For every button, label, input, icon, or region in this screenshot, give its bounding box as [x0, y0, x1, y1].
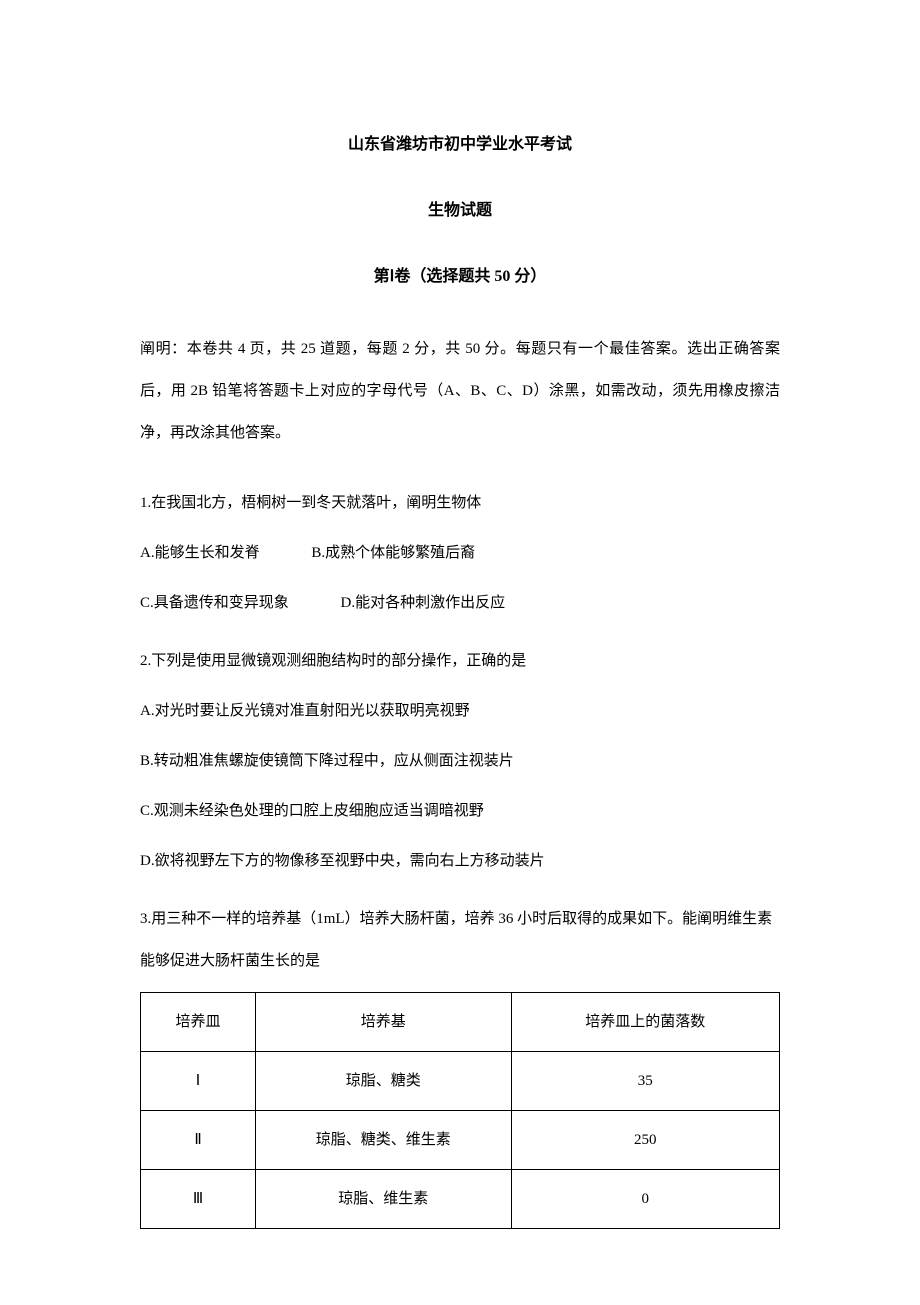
- table-header-2: 培养基: [256, 993, 512, 1052]
- option-1a: A.能够生长和发脊: [140, 532, 260, 574]
- option-2b: B.转动粗准焦螺旋使镜筒下降过程中，应从侧面注视装片: [140, 740, 780, 782]
- instructions-text: 阐明：本卷共 4 页，共 25 道题，每题 2 分，共 50 分。每题只有一个最…: [140, 328, 780, 454]
- question-3-text: 3.用三种不一样的培养基（1mL）培养大肠杆菌，培养 36 小时后取得的成果如下…: [140, 898, 780, 982]
- table-cell-3-1: Ⅲ: [141, 1170, 256, 1229]
- question-2: 2.下列是使用显微镜观测细胞结构时的部分操作，正确的是 A.对光时要让反光镜对准…: [140, 640, 780, 882]
- table-row-2: Ⅱ 琼脂、糖类、维生素 250: [141, 1111, 780, 1170]
- table-cell-2-3: 250: [511, 1111, 779, 1170]
- question-2-text: 2.下列是使用显微镜观测细胞结构时的部分操作，正确的是: [140, 640, 780, 682]
- question-1: 1.在我国北方，梧桐树一到冬天就落叶，阐明生物体 A.能够生长和发脊 B.成熟个…: [140, 482, 780, 624]
- question-3: 3.用三种不一样的培养基（1mL）培养大肠杆菌，培养 36 小时后取得的成果如下…: [140, 898, 780, 1229]
- option-2c: C.观测未经染色处理的口腔上皮细胞应适当调暗视野: [140, 790, 780, 832]
- exam-title-sub: 生物试题: [140, 196, 780, 220]
- table-cell-2-2: 琼脂、糖类、维生素: [256, 1111, 512, 1170]
- option-1d: D.能对各种刺激作出反应: [341, 582, 506, 624]
- question-3-table: 培养皿 培养基 培养皿上的菌落数 Ⅰ 琼脂、糖类 35 Ⅱ 琼脂、糖类、维生素 …: [140, 992, 780, 1229]
- table-header-row: 培养皿 培养基 培养皿上的菌落数: [141, 993, 780, 1052]
- table-cell-2-1: Ⅱ: [141, 1111, 256, 1170]
- option-2d: D.欲将视野左下方的物像移至视野中央，需向右上方移动装片: [140, 840, 780, 882]
- option-1c: C.具备遗传和变异现象: [140, 582, 289, 624]
- section-title: 第Ⅰ卷（选择题共 50 分）: [140, 262, 780, 286]
- table-header-3: 培养皿上的菌落数: [511, 993, 779, 1052]
- table-row-1: Ⅰ 琼脂、糖类 35: [141, 1052, 780, 1111]
- question-1-options-row-2: C.具备遗传和变异现象 D.能对各种刺激作出反应: [140, 582, 780, 624]
- table-cell-3-2: 琼脂、维生素: [256, 1170, 512, 1229]
- table-cell-3-3: 0: [511, 1170, 779, 1229]
- exam-title-main: 山东省潍坊市初中学业水平考试: [140, 130, 780, 154]
- option-1b: B.成熟个体能够繁殖后裔: [311, 532, 475, 574]
- question-1-text: 1.在我国北方，梧桐树一到冬天就落叶，阐明生物体: [140, 482, 780, 524]
- option-2a: A.对光时要让反光镜对准直射阳光以获取明亮视野: [140, 690, 780, 732]
- table-cell-1-1: Ⅰ: [141, 1052, 256, 1111]
- table-header-1: 培养皿: [141, 993, 256, 1052]
- table-cell-1-3: 35: [511, 1052, 779, 1111]
- question-1-options-row-1: A.能够生长和发脊 B.成熟个体能够繁殖后裔: [140, 532, 780, 574]
- table-row-3: Ⅲ 琼脂、维生素 0: [141, 1170, 780, 1229]
- table-cell-1-2: 琼脂、糖类: [256, 1052, 512, 1111]
